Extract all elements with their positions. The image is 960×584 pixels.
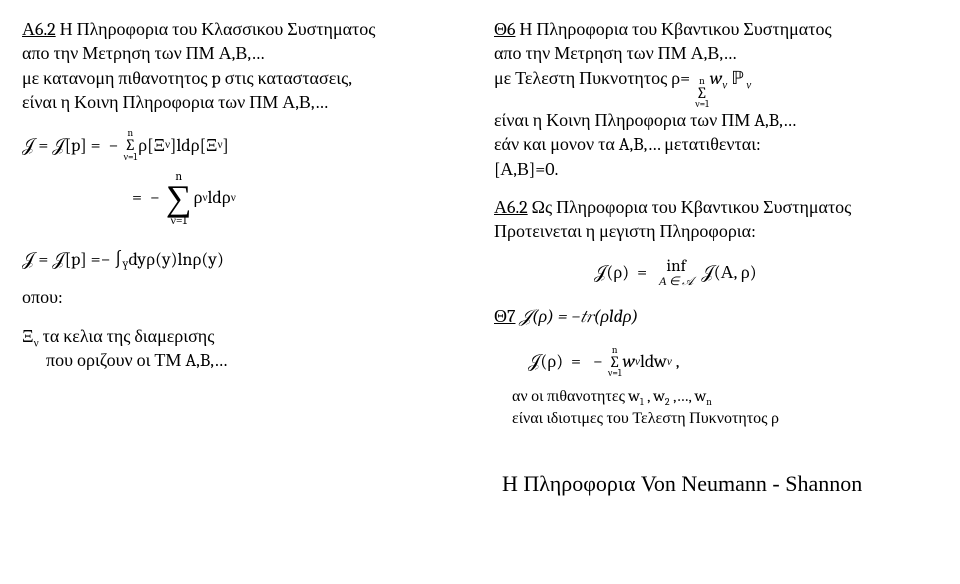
last-lhs: 𝒥(ρ) = − <box>524 351 607 372</box>
th6-l1: Η Πληροφορια του Κβαντικου Συστηματος <box>515 19 831 40</box>
jint-lhs: 𝒥 = 𝒥[p] =− ∫ <box>22 249 122 270</box>
inf-bot: Α ∈ 𝒜 <box>659 275 693 287</box>
sum1-body: ρ[Ξ <box>138 135 165 156</box>
sum2-bot: ν=1 <box>170 214 186 226</box>
a62-l4: είναι η Κοινη Πληροφορια των ΠΜ Α,Β,… <box>22 92 328 113</box>
th6-l3a: με Τελεστη Πυκνοτητος ρ= <box>494 68 694 89</box>
a62-l1: Η Πληροφορια του Κλασσικου Συστηματος <box>56 19 376 40</box>
ll2s3: n <box>706 397 712 408</box>
th7-head: Θ7 <box>494 306 515 327</box>
jrho-eq: 𝒥(ρ) = inf Α ∈ 𝒜 𝒥(Α, ρ) <box>494 258 938 287</box>
last-text: αν οι πιθανοτητες w1 , w2 ,…, wn είναι ι… <box>494 386 938 429</box>
a62r-head: Α6.2 <box>494 197 528 218</box>
ll2c: ,…, w <box>670 387 707 405</box>
eq-j-int: 𝒥 = 𝒥[p] =− ∫Ydyρ(y)lnρ(y) <box>22 248 466 272</box>
opou: οπου: <box>22 286 466 310</box>
j-lhs: 𝒥 = 𝒥[p] = − <box>22 135 122 156</box>
inf-block: inf Α ∈ 𝒜 <box>659 258 693 287</box>
last-eq: 𝒥(ρ) = − n ∑ ν=1 wνldw ν , <box>494 346 938 378</box>
xi-b: τα κελια της διαμερισης <box>39 326 215 347</box>
eq-j-sum1: 𝒥 = 𝒥[p] = − n ∑ ν=1 ρ[Ξν]ldρ[Ξν] <box>22 129 466 161</box>
ll2a: αν οι πιθανοτητες w <box>512 387 640 405</box>
th6-l4: είναι η Κοινη Πληροφορια των ΠΜ A,B,… <box>494 110 796 131</box>
th6-sigma: n ∑ ν=1 <box>695 77 709 109</box>
sum2-sym: ∑ <box>166 182 192 214</box>
last-sum: n ∑ ν=1 <box>607 346 623 378</box>
inf-top: inf <box>666 258 686 275</box>
last-w1: w <box>623 351 636 372</box>
ll3: είναι ιδιοτιμες του Τελεστη Πυκνοτητος ρ <box>512 409 779 427</box>
a62-l3: με κατανομη πιθανοτητος p στις καταστασε… <box>22 68 352 89</box>
sum1-mid: ]ldρ[Ξ <box>170 135 217 156</box>
sum1: n ∑ ν=1 <box>122 129 138 161</box>
jrho-rhs: 𝒥(Α, ρ) <box>697 262 756 283</box>
eq2-lhs: = − <box>132 187 164 208</box>
th6-head: Θ6 <box>494 19 515 40</box>
right-column: Θ6 Η Πληροφορια του Κβαντικου Συστηματος… <box>480 0 960 584</box>
th6-ppsub: ν <box>744 78 751 91</box>
a62r-l1: Ως Πληροφορια του Κβαντικου Συστηματος <box>528 197 852 218</box>
sum1-end: ] <box>223 135 229 156</box>
th6-para: Θ6 Η Πληροφορια του Κβαντικου Συστηματος… <box>494 18 938 182</box>
vn-line: Η Πληροφορια Von Neumann - Shannon <box>494 469 938 499</box>
sum2-sigma: n ∑ ν=1 <box>166 170 192 226</box>
last-comma: , <box>672 351 680 372</box>
eq-j-sum2: = − n ∑ ν=1 ρνldρν <box>80 170 466 226</box>
sum1-bot: ν=1 <box>123 153 137 162</box>
th6-w: w <box>710 68 723 89</box>
last-sumbot: ν=1 <box>608 369 622 378</box>
jrho-lhs: 𝒥(ρ) = <box>594 262 655 283</box>
last-ld: ldw <box>640 351 667 372</box>
a62r-l2: Προτεινεται η μεγιστη Πληροφορια: <box>494 221 756 242</box>
a62-para: Α6.2 Η Πληροφορια του Κλασσικου Συστηματ… <box>22 18 466 115</box>
th6-sumbot: ν=1 <box>695 100 709 109</box>
jint-body: dyρ(y)lnρ(y) <box>128 249 223 270</box>
a62-l2: απο την Μετρηση των ΠΜ Α,Β,… <box>22 43 265 64</box>
last-sigma: n ∑ ν=1 <box>608 346 622 378</box>
xi-l2: που οριζουν οι ΤΜ A,B,… <box>22 350 227 371</box>
xi-block: Ξν τα κελια της διαμερισης που οριζουν ο… <box>22 325 466 374</box>
th6-l2: απο την Μετρηση των ΠΜ Α,Β,… <box>494 43 737 64</box>
th6-sum: n ∑ ν=1 <box>694 77 710 109</box>
th7-line: Θ7 𝒥(ρ) = −𝑡𝑟(ρldρ) <box>494 305 938 329</box>
xi-a: Ξ <box>22 326 34 347</box>
th7-body: 𝒥(ρ) = −𝑡𝑟(ρldρ) <box>515 306 638 327</box>
ll2b: , w <box>644 387 665 405</box>
sum1-sigma: n ∑ ν=1 <box>123 129 137 161</box>
th6-l5: εάν και μονον τα A,B,… μετατιθενται: <box>494 134 761 155</box>
a62-head: Α6.2 <box>22 19 56 40</box>
th6-pp: ℙ <box>731 68 744 89</box>
sum2-b1: ρ <box>194 187 203 208</box>
sum2-b2: ldρ <box>208 187 231 208</box>
th6-l6: [Α,Β]=0. <box>494 159 558 180</box>
a62r-para: Α6.2 Ως Πληροφορια του Κβαντικου Συστημα… <box>494 196 938 245</box>
left-column: Α6.2 Η Πληροφορια του Κλασσικου Συστηματ… <box>0 0 480 584</box>
